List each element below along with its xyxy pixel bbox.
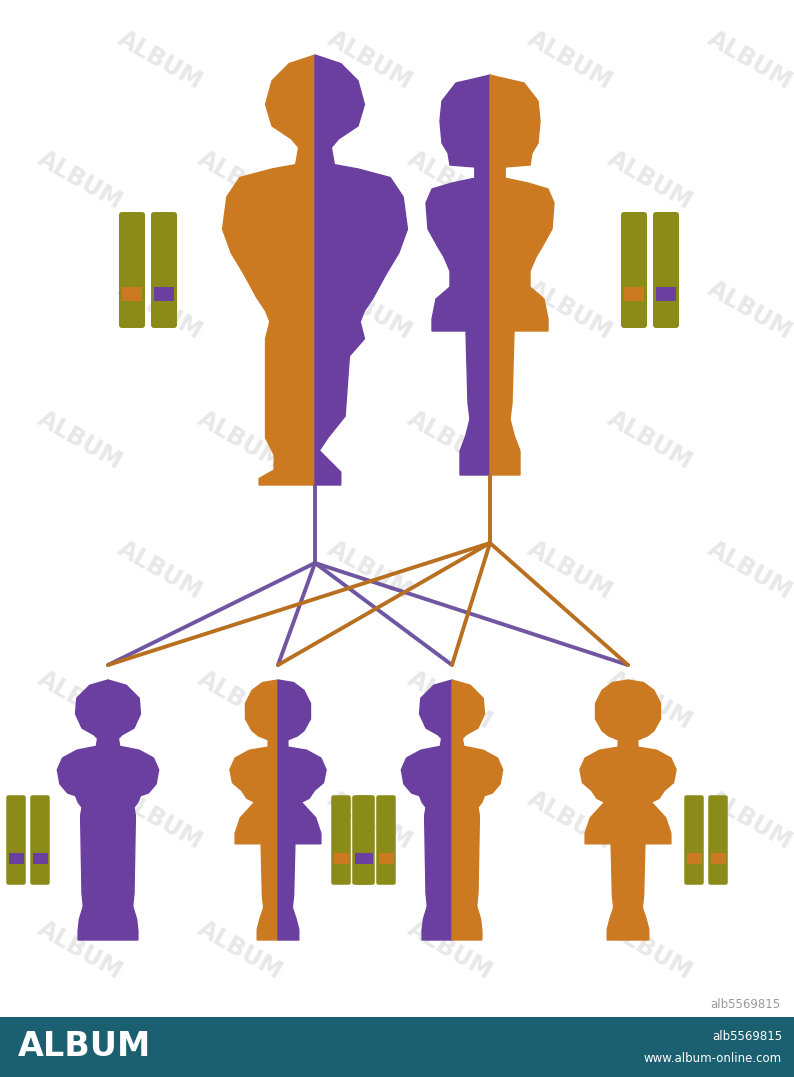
FancyBboxPatch shape [119,212,145,328]
FancyBboxPatch shape [355,795,375,884]
FancyBboxPatch shape [331,795,351,884]
Bar [154,288,174,302]
FancyBboxPatch shape [684,795,703,884]
Text: ALBUM: ALBUM [323,786,417,854]
Text: ALBUM: ALBUM [523,26,617,94]
FancyBboxPatch shape [376,795,395,884]
Text: ALBUM: ALBUM [323,536,417,604]
Text: ALBUM: ALBUM [323,26,417,94]
Text: ALBUM: ALBUM [403,146,496,214]
Text: ALBUM: ALBUM [603,406,696,474]
Bar [357,853,372,864]
Text: ALBUM: ALBUM [403,406,496,474]
Polygon shape [315,55,407,485]
Text: ALBUM: ALBUM [114,26,206,94]
Text: ALBUM: ALBUM [603,146,696,214]
Bar [656,288,676,302]
Bar [711,853,726,864]
Text: alb5569815: alb5569815 [710,998,780,1011]
Text: ALBUM: ALBUM [703,276,794,344]
Text: ALBUM: ALBUM [194,917,287,983]
Polygon shape [57,680,108,940]
Bar [379,853,394,864]
FancyBboxPatch shape [6,795,25,884]
Text: ALBUM: ALBUM [403,667,496,733]
Text: ALBUM: ALBUM [703,786,794,854]
Text: ALBUM: ALBUM [703,26,794,94]
Text: ALBUM: ALBUM [703,536,794,604]
Text: ALBUM: ALBUM [18,1031,151,1063]
Polygon shape [452,680,503,940]
Polygon shape [278,680,326,940]
Text: www.album-online.com: www.album-online.com [644,1052,782,1065]
Text: ALBUM: ALBUM [194,146,287,214]
Text: ALBUM: ALBUM [603,667,696,733]
Text: ALBUM: ALBUM [33,406,126,474]
FancyBboxPatch shape [151,212,177,328]
Text: ALBUM: ALBUM [194,406,287,474]
Polygon shape [108,680,159,940]
Text: ALBUM: ALBUM [323,276,417,344]
Bar [354,853,369,864]
FancyBboxPatch shape [621,212,647,328]
Bar [624,288,644,302]
FancyBboxPatch shape [30,795,50,884]
FancyBboxPatch shape [653,212,679,328]
Polygon shape [230,680,278,940]
Bar [33,853,48,864]
Bar [122,288,142,302]
Polygon shape [580,680,628,940]
Polygon shape [222,55,315,485]
Text: ALBUM: ALBUM [33,667,126,733]
Text: ALBUM: ALBUM [523,786,617,854]
Text: ALBUM: ALBUM [403,917,496,983]
Bar [687,853,702,864]
Polygon shape [490,75,554,475]
Text: ALBUM: ALBUM [114,786,206,854]
Bar [9,853,24,864]
Text: ALBUM: ALBUM [33,917,126,983]
Text: ALBUM: ALBUM [603,917,696,983]
Text: ALBUM: ALBUM [114,276,206,344]
Polygon shape [628,680,676,940]
Text: ALBUM: ALBUM [114,536,206,604]
FancyBboxPatch shape [708,795,728,884]
Text: ALBUM: ALBUM [33,146,126,214]
Polygon shape [401,680,452,940]
FancyBboxPatch shape [353,795,372,884]
Text: ALBUM: ALBUM [194,667,287,733]
Text: ALBUM: ALBUM [523,536,617,604]
Text: alb5569815: alb5569815 [712,1030,782,1043]
Bar [333,853,349,864]
Polygon shape [426,75,490,475]
Bar [0,1017,794,1077]
Text: ALBUM: ALBUM [523,276,617,344]
